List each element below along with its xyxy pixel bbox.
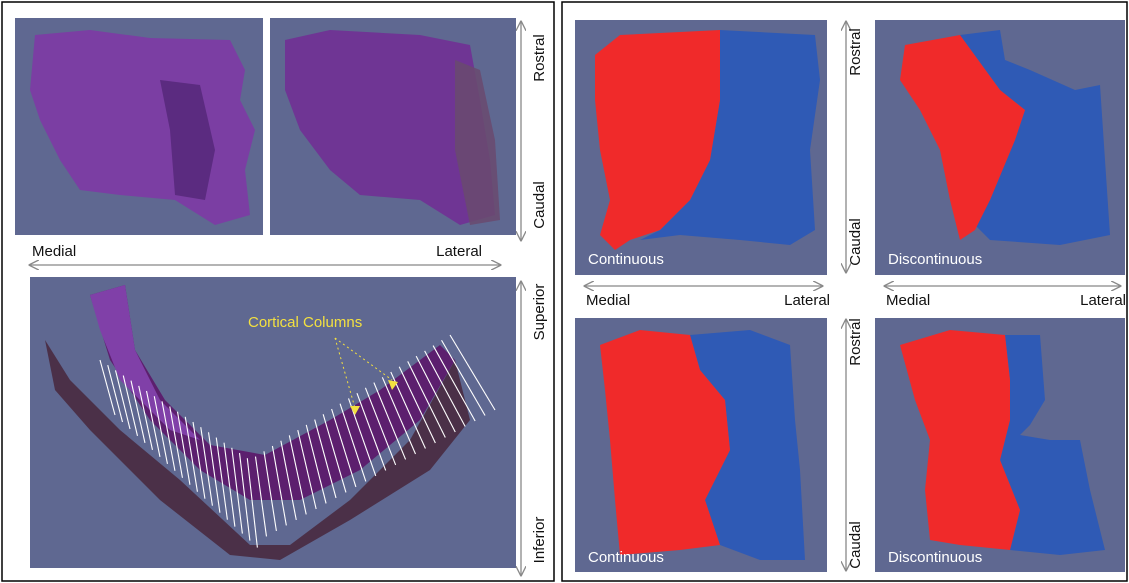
left-top-views (15, 18, 516, 235)
caption: Continuous (588, 549, 664, 566)
caption: Continuous (588, 251, 664, 268)
right-bottom-right-view (875, 318, 1125, 572)
axis-label: Rostral (847, 28, 864, 76)
axis-label: Medial (886, 292, 930, 309)
axis-label: Caudal (847, 218, 864, 266)
axis-label: Lateral (436, 243, 482, 260)
right-top-right-view (875, 20, 1125, 275)
axis-label: Superior (531, 284, 548, 341)
right-top-left-view (575, 20, 827, 275)
figure: Cortical Columns Medial Lateral Rostral … (0, 0, 1129, 583)
axis-label: Inferior (531, 517, 548, 564)
axis-label: Rostral (531, 34, 548, 82)
caption: Discontinuous (888, 251, 982, 268)
axis-label: Medial (586, 292, 630, 309)
caption: Discontinuous (888, 549, 982, 566)
axis-label: Caudal (847, 521, 864, 569)
axis-label: Lateral (1080, 292, 1126, 309)
axis-label: Lateral (784, 292, 830, 309)
right-bottom-left-view (575, 318, 827, 572)
axis-label: Caudal (531, 181, 548, 229)
axis-label: Medial (32, 243, 76, 260)
axis-label: Rostral (847, 318, 864, 366)
annotation: Cortical Columns (248, 314, 362, 331)
